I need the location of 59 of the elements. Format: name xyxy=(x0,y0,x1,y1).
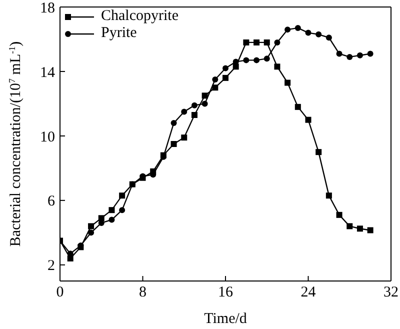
point xyxy=(212,76,218,83)
point xyxy=(274,64,280,70)
legend-label: Chalcopyrite xyxy=(101,8,178,25)
y-tick-label: 6 xyxy=(48,194,56,210)
y-tick-label: 10 xyxy=(40,129,55,146)
point xyxy=(202,92,208,99)
point xyxy=(305,30,312,36)
point xyxy=(254,39,260,46)
point xyxy=(336,50,342,57)
x-axis-title: Time/d xyxy=(204,311,248,327)
point xyxy=(88,223,94,230)
point xyxy=(264,39,270,46)
point xyxy=(284,80,291,86)
point xyxy=(264,56,270,62)
point xyxy=(243,57,250,64)
point xyxy=(254,57,260,64)
x-tick-label: 24 xyxy=(300,284,316,301)
point xyxy=(119,192,126,199)
point xyxy=(346,54,353,60)
point xyxy=(181,134,188,141)
point xyxy=(294,104,301,110)
point xyxy=(191,102,198,108)
y-tick-label: 14 xyxy=(40,64,56,81)
point xyxy=(243,39,250,46)
point xyxy=(284,26,291,33)
point xyxy=(108,207,115,214)
point xyxy=(212,84,218,91)
point xyxy=(356,52,363,58)
point xyxy=(88,230,94,236)
x-tick-label: 32 xyxy=(384,284,398,301)
point xyxy=(316,149,322,156)
point xyxy=(367,50,374,57)
point xyxy=(305,116,312,123)
point xyxy=(108,216,115,223)
point xyxy=(222,65,228,72)
point xyxy=(326,192,332,199)
point xyxy=(191,112,198,118)
point xyxy=(316,31,322,38)
point xyxy=(336,212,342,218)
point xyxy=(181,108,188,115)
point xyxy=(346,223,353,230)
legend-label: Pyrite xyxy=(101,25,137,42)
point xyxy=(274,39,280,46)
x-tick-label: 0 xyxy=(56,284,64,301)
point xyxy=(367,227,374,234)
point xyxy=(202,100,208,107)
point xyxy=(67,255,74,262)
x-tick-label: 8 xyxy=(139,284,146,301)
point xyxy=(326,34,332,41)
point xyxy=(98,215,104,222)
point xyxy=(170,141,177,147)
point xyxy=(119,207,126,214)
point xyxy=(222,74,228,81)
point xyxy=(170,120,177,126)
y-tick-label: 2 xyxy=(48,258,55,274)
x-tick-label: 16 xyxy=(218,284,234,301)
point xyxy=(294,24,301,31)
point xyxy=(356,226,363,232)
y-tick-label: 18 xyxy=(40,0,55,16)
